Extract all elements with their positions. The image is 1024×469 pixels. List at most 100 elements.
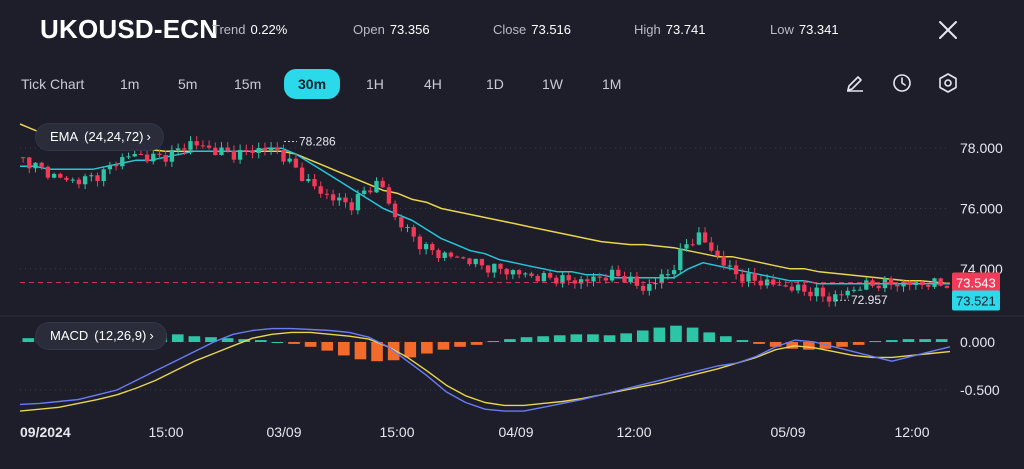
candle-body	[696, 232, 702, 245]
candle-body	[132, 153, 137, 157]
candle-body	[231, 150, 237, 160]
candle-body	[225, 147, 230, 151]
candle-body	[857, 289, 863, 291]
ema-indicator-pill[interactable]: EMA (24,24,72) ›	[36, 124, 163, 150]
candle-body	[566, 275, 571, 281]
candle-body	[188, 141, 193, 150]
candle-body	[560, 275, 565, 284]
candle-body	[337, 197, 342, 201]
candle-body	[529, 273, 534, 276]
candle-body	[622, 276, 627, 283]
candle-body	[157, 153, 162, 156]
candle-body	[101, 169, 106, 182]
candle-body	[281, 149, 286, 162]
settings-button[interactable]	[937, 72, 959, 94]
chevron-right-icon: ›	[146, 129, 151, 144]
tab-30m[interactable]: 30m	[284, 69, 341, 99]
low-label: Low	[770, 22, 794, 37]
candle-body	[144, 154, 150, 162]
tab-tick-chart[interactable]: Tick Chart	[21, 76, 85, 92]
macd-indicator-pill[interactable]: MACD (12,26,9) ›	[36, 323, 166, 349]
macd-histogram-bar	[205, 337, 217, 342]
macd-label: MACD	[50, 328, 89, 343]
candle-body	[758, 280, 764, 286]
candle-body	[523, 273, 528, 275]
candle-body	[603, 277, 609, 281]
candle-body	[237, 149, 243, 160]
candle-body	[436, 250, 441, 258]
candle-body	[33, 162, 38, 169]
candle-body	[95, 175, 100, 182]
candle-body	[746, 273, 751, 282]
current-price-label: 73.543	[956, 276, 996, 291]
candle-body	[70, 179, 75, 181]
tab-1m[interactable]: 1m	[120, 76, 140, 92]
candle-body	[702, 232, 708, 243]
candle-body	[163, 155, 168, 162]
close-button[interactable]	[934, 16, 962, 44]
macd-histogram-bar	[719, 336, 732, 342]
macd-histogram-bar	[852, 342, 865, 345]
tab-1w[interactable]: 1W	[542, 76, 563, 92]
candle-body	[547, 273, 553, 278]
last-close-label: 73.521	[956, 294, 996, 309]
history-tool-button[interactable]	[891, 72, 913, 94]
tab-4h[interactable]: 4H	[424, 76, 442, 92]
candle-body	[213, 147, 218, 155]
candle-body	[399, 217, 404, 228]
high-stat: High 73.741	[634, 22, 706, 37]
candle-body	[250, 150, 255, 153]
candle-body	[454, 256, 460, 258]
candle-body	[386, 187, 392, 204]
candle-body	[851, 289, 857, 291]
macd-histogram-bar	[653, 327, 666, 342]
candle-body	[944, 285, 950, 288]
draw-tool-button[interactable]	[844, 72, 866, 94]
open-value: 73.356	[389, 22, 430, 37]
candle-body	[640, 285, 646, 291]
x-tick-label: 12:00	[616, 424, 651, 440]
x-tick-label: 05/09	[770, 424, 805, 440]
candle-body	[430, 244, 435, 251]
macd-histogram-bar	[570, 334, 583, 342]
open-label: Open	[353, 22, 385, 37]
macd-tick-label: -0.500	[960, 382, 1000, 398]
macd-histogram-bar	[238, 339, 251, 342]
candle-body	[820, 287, 826, 297]
candle-body	[219, 147, 224, 155]
candle-body	[27, 157, 32, 169]
macd-histogram-bar	[935, 339, 948, 342]
candle-body	[312, 178, 317, 187]
macd-histogram-bar	[354, 342, 367, 360]
candle-body	[200, 145, 206, 147]
candle-body	[275, 147, 280, 150]
candle-body	[479, 258, 485, 266]
candle-body	[262, 147, 268, 151]
candle-body	[287, 158, 292, 162]
tab-1d[interactable]: 1D	[486, 76, 504, 92]
candle-body	[361, 190, 367, 194]
candle-body	[783, 285, 788, 287]
candle-body	[39, 162, 44, 167]
ema-slow-line	[19, 123, 951, 285]
candle-body	[374, 180, 379, 193]
tab-5m[interactable]: 5m	[178, 76, 198, 92]
candle-body	[485, 265, 491, 273]
candle-body	[107, 164, 113, 170]
candle-body	[473, 258, 478, 265]
macd-histogram-bar	[769, 342, 782, 347]
tab-1h[interactable]: 1H	[366, 76, 384, 92]
macd-histogram-bar	[171, 334, 184, 342]
clock-icon	[893, 74, 911, 92]
candle-body	[752, 273, 757, 281]
candle-body	[293, 158, 299, 168]
candle-body	[721, 256, 726, 266]
macd-histogram-bar	[188, 336, 201, 342]
tab-15m[interactable]: 15m	[234, 76, 262, 92]
close-label: Close	[493, 22, 527, 37]
candle-body	[789, 286, 795, 291]
chevron-right-icon: ›	[149, 328, 154, 343]
macd-histogram-bar	[371, 342, 383, 362]
ema-label: EMA	[50, 129, 79, 144]
tab-1mo[interactable]: 1M	[602, 76, 622, 92]
